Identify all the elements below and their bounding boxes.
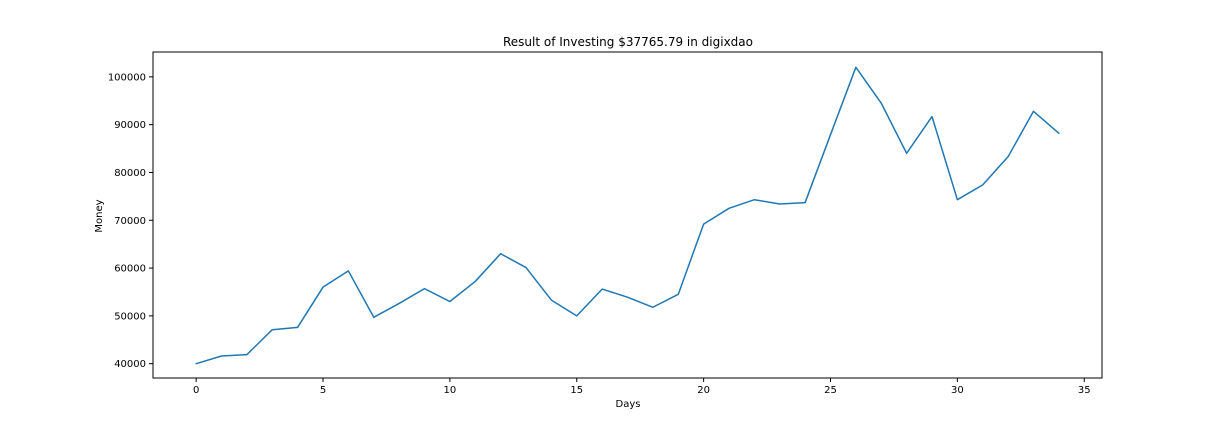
x-tick-label: 10	[444, 385, 457, 396]
plot-frame	[152, 51, 1103, 379]
x-axis-label: Days	[616, 399, 641, 410]
y-axis-label: Money	[94, 199, 105, 232]
x-tick-label: 25	[824, 385, 837, 396]
y-tick-label: 50000	[114, 311, 146, 322]
series-line	[195, 66, 1060, 365]
y-tick-label: 60000	[114, 264, 146, 275]
series-layer	[195, 66, 1060, 365]
y-tick-label: 70000	[114, 216, 146, 227]
y-tick-label: 90000	[114, 120, 146, 131]
x-tick-label: 0	[193, 385, 199, 396]
x-tick-label: 35	[1078, 385, 1091, 396]
y-tick-label: 40000	[114, 359, 146, 370]
x-tick-label: 5	[320, 385, 326, 396]
x-tick-label: 30	[951, 385, 964, 396]
x-tick-label: 15	[570, 385, 583, 396]
y-tick-label: 80000	[114, 168, 146, 179]
x-tick-label: 20	[697, 385, 710, 396]
y-tick-label: 100000	[108, 72, 146, 83]
chart-title: Result of Investing $37765.79 in digixda…	[503, 35, 753, 49]
axis-ticks: 0 5 10 15 20 25 30 35 40000 50000 60000 70000 80000 9…	[108, 72, 1091, 396]
